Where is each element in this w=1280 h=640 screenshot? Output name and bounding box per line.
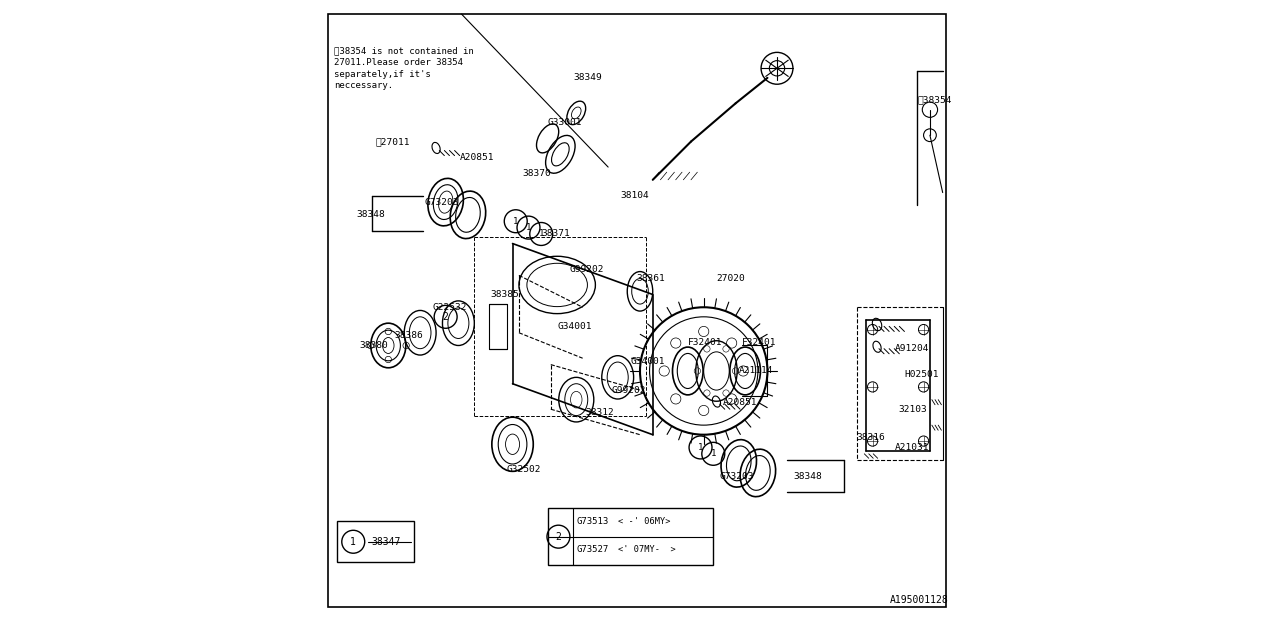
Text: A21031: A21031	[895, 443, 929, 452]
Text: A20851: A20851	[723, 398, 758, 407]
Text: 1: 1	[710, 449, 716, 458]
Text: 38385: 38385	[490, 290, 518, 299]
Text: 38361: 38361	[637, 274, 666, 283]
Text: G73203: G73203	[425, 198, 460, 207]
Text: 1: 1	[539, 230, 544, 239]
Text: 1: 1	[513, 217, 518, 226]
Text: ※27011: ※27011	[375, 137, 410, 146]
Text: G73513: G73513	[576, 518, 608, 527]
Text: G32502: G32502	[506, 465, 540, 474]
Text: 2: 2	[443, 312, 448, 322]
Text: G99202: G99202	[570, 264, 604, 273]
Text: G73527: G73527	[576, 545, 608, 554]
Text: < -' 06MY>: < -' 06MY>	[618, 518, 671, 527]
Text: A91204: A91204	[895, 344, 929, 353]
Text: 2: 2	[556, 532, 562, 541]
Text: 32103: 32103	[899, 404, 927, 413]
Text: 38348: 38348	[792, 472, 822, 481]
Text: 27020: 27020	[717, 274, 745, 283]
Text: G33001: G33001	[548, 118, 582, 127]
Text: 1: 1	[351, 537, 356, 547]
Text: 1: 1	[698, 443, 703, 452]
Text: 38370: 38370	[522, 169, 550, 178]
Text: H02501: H02501	[905, 370, 940, 379]
Text: ※38354 is not contained in
27011.Please order 38354
separately,if it's
neccessar: ※38354 is not contained in 27011.Please …	[334, 46, 474, 90]
Text: A21114: A21114	[739, 367, 773, 376]
Text: A20851: A20851	[461, 153, 495, 162]
Text: 38348: 38348	[356, 211, 385, 220]
Text: 38349: 38349	[573, 74, 602, 83]
Text: 38316: 38316	[856, 433, 886, 442]
Text: 38347: 38347	[371, 537, 401, 547]
Text: G22532: G22532	[433, 303, 467, 312]
Text: F32401: F32401	[742, 338, 777, 347]
Text: 38386: 38386	[394, 332, 424, 340]
Text: F32401: F32401	[687, 338, 722, 347]
Text: 38371: 38371	[541, 230, 570, 239]
Text: G99202: G99202	[612, 385, 646, 395]
Text: A195001128: A195001128	[891, 595, 948, 605]
Text: G34001: G34001	[631, 357, 664, 366]
Text: 38380: 38380	[360, 341, 388, 350]
Bar	[489, 304, 507, 349]
Text: <' 07MY-  >: <' 07MY- >	[618, 545, 676, 554]
Text: 1: 1	[526, 223, 531, 232]
Text: ※38354: ※38354	[918, 95, 952, 105]
Text: 38312: 38312	[586, 408, 614, 417]
Text: G73203: G73203	[719, 472, 754, 481]
Text: G34001: G34001	[557, 322, 591, 331]
Text: 38104: 38104	[621, 191, 650, 200]
